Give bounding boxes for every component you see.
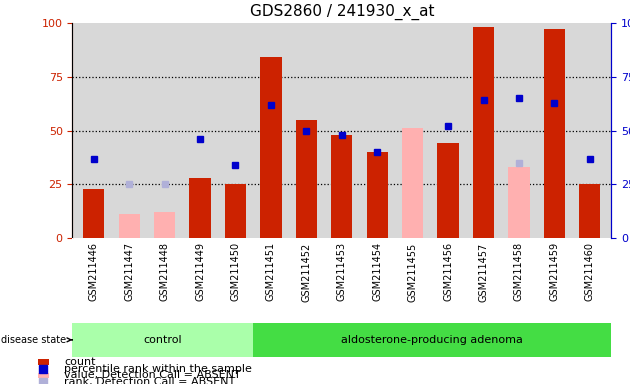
Bar	[38, 373, 49, 378]
Text: count: count	[64, 357, 96, 367]
Text: GSM211453: GSM211453	[337, 242, 346, 301]
Text: control: control	[144, 335, 182, 345]
Text: GSM211451: GSM211451	[266, 242, 276, 301]
Text: GSM211459: GSM211459	[549, 242, 559, 301]
Text: GSM211456: GSM211456	[443, 242, 453, 301]
Text: value, Detection Call = ABSENT: value, Detection Call = ABSENT	[64, 371, 241, 381]
Bar	[331, 135, 352, 238]
Bar	[367, 152, 388, 238]
Text: GSM211449: GSM211449	[195, 242, 205, 301]
Bar	[154, 212, 175, 238]
Text: GSM211460: GSM211460	[585, 242, 595, 301]
Text: GSM211446: GSM211446	[89, 242, 99, 301]
Bar	[402, 128, 423, 238]
Text: disease state: disease state	[1, 335, 72, 345]
Bar	[508, 167, 530, 238]
Text: GSM211448: GSM211448	[159, 242, 169, 301]
Bar	[253, 323, 611, 357]
Title: GDS2860 / 241930_x_at: GDS2860 / 241930_x_at	[249, 4, 434, 20]
Bar	[225, 184, 246, 238]
Bar	[295, 120, 317, 238]
Bar	[190, 178, 210, 238]
Text: GSM211455: GSM211455	[408, 242, 418, 301]
Text: GSM211450: GSM211450	[231, 242, 241, 301]
Bar	[83, 189, 105, 238]
Bar	[38, 359, 49, 365]
Text: rank, Detection Call = ABSENT: rank, Detection Call = ABSENT	[64, 377, 235, 384]
Bar	[72, 323, 253, 357]
Bar	[118, 214, 140, 238]
Bar	[544, 30, 565, 238]
Text: aldosterone-producing adenoma: aldosterone-producing adenoma	[341, 335, 523, 345]
Bar	[437, 144, 459, 238]
Text: percentile rank within the sample: percentile rank within the sample	[64, 364, 252, 374]
Text: GSM211447: GSM211447	[124, 242, 134, 301]
Bar	[579, 184, 600, 238]
Text: GSM211454: GSM211454	[372, 242, 382, 301]
Bar	[473, 27, 494, 238]
Text: GSM211457: GSM211457	[479, 242, 488, 301]
Bar	[260, 58, 282, 238]
Text: GSM211452: GSM211452	[301, 242, 311, 301]
Text: GSM211458: GSM211458	[514, 242, 524, 301]
